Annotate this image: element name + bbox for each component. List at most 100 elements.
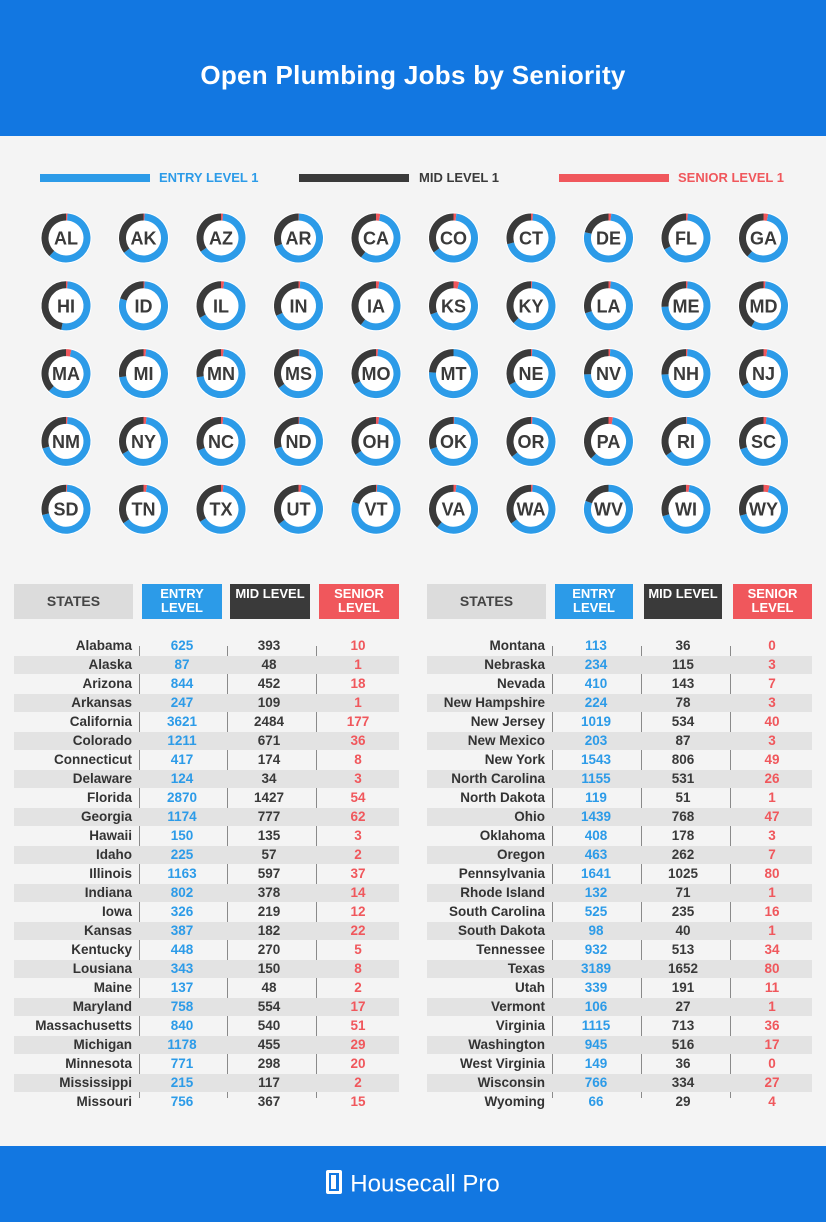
table-cell-senior: 62	[350, 809, 366, 824]
donut-slice-entry-wy	[739, 485, 788, 534]
state-donut-az: AZ	[195, 212, 247, 264]
table-cell-state: Connecticut	[53, 752, 132, 767]
state-donut-ri: RI	[660, 415, 712, 467]
table-cell-senior: 7	[768, 847, 776, 862]
table-cell-entry: 203	[584, 733, 608, 748]
table-cell-mid: 367	[257, 1094, 281, 1109]
donut-label-me: ME	[673, 296, 700, 316]
donut-slice-mid-wv	[585, 484, 609, 504]
table-cell-mid: 27	[675, 999, 691, 1014]
table-row-shade	[427, 846, 812, 864]
table-cell-state: Georgia	[80, 809, 132, 824]
brand-logo: Housecall Pro	[0, 1170, 826, 1199]
table-cell-state: Alabama	[75, 638, 132, 653]
table-cell-state: Hawaii	[89, 828, 132, 843]
table-cell-senior: 3	[768, 695, 776, 710]
table-cell-state: Minnesota	[65, 1056, 132, 1071]
table-row-shade	[427, 884, 812, 902]
table-cell-entry: 525	[584, 904, 608, 919]
donut-slice-mid-me	[661, 281, 687, 307]
table-row-shade	[427, 732, 812, 750]
table-cell-entry: 932	[584, 942, 608, 957]
table-cell-mid: 378	[257, 885, 281, 900]
table-cell-entry: 756	[170, 1094, 194, 1109]
state-donut-or: OR	[505, 415, 557, 467]
table-cell-senior: 3	[768, 828, 776, 843]
table-cell-entry: 326	[170, 904, 194, 919]
table-cell-state: Washington	[468, 1037, 545, 1052]
table-row-shade	[14, 808, 399, 826]
donut-label-sc: SC	[751, 432, 776, 452]
column-divider	[139, 646, 140, 1098]
donut-label-nm: NM	[52, 432, 80, 452]
table-cell-state: Illinois	[89, 866, 132, 881]
table-cell-state: Nevada	[496, 676, 545, 691]
table-cell-mid: 262	[671, 847, 695, 862]
column-divider	[227, 646, 228, 1098]
donut-slice-entry-nj	[742, 349, 788, 399]
table-cell-senior: 47	[764, 809, 780, 824]
table-cell-entry: 1163	[167, 866, 197, 881]
table-cell-senior: 54	[350, 790, 366, 805]
donut-slice-entry-or	[511, 416, 556, 466]
table-cell-entry: 408	[584, 828, 608, 843]
table-cell-senior: 12	[350, 904, 366, 919]
state-donut-ms: MS	[273, 348, 324, 400]
table-cell-state: Iowa	[101, 904, 132, 919]
donut-label-mo: MO	[362, 364, 391, 384]
donut-slice-mid-tn	[119, 484, 144, 524]
column-header-senior: SENIOR LEVEL	[733, 584, 812, 619]
table-cell-state: Oregon	[496, 847, 545, 862]
column-divider	[552, 646, 553, 1098]
table-cell-state: Massachusetts	[35, 1018, 132, 1033]
state-donut-ks: KS	[428, 280, 479, 332]
table-cell-state: Virginia	[495, 1018, 545, 1033]
table-row-shade	[427, 960, 812, 978]
page-title: Open Plumbing Jobs by Seniority	[200, 60, 626, 90]
table-cell-senior: 4	[768, 1094, 776, 1109]
donut-label-ga: GA	[750, 229, 777, 249]
table-cell-senior: 80	[764, 961, 780, 976]
table-row-shade	[427, 1036, 812, 1054]
table-cell-senior: 18	[350, 676, 366, 691]
state-donut-ga: GA	[738, 212, 789, 264]
table-cell-state: Wyoming	[484, 1094, 546, 1109]
donut-label-id: ID	[135, 296, 153, 316]
donut-slice-mid-nd	[274, 416, 299, 449]
donut-slice-mid-ct	[506, 213, 532, 245]
donut-label-ut: UT	[287, 500, 311, 520]
table-cell-mid: 298	[257, 1056, 281, 1071]
donut-slice-entry-ok	[430, 416, 478, 466]
state-donut-il: IL	[195, 280, 247, 332]
table-cell-state: Montana	[489, 638, 546, 653]
state-donut-mt: MT	[428, 348, 479, 400]
donut-slice-senior-wy	[763, 484, 770, 493]
table-cell-senior: 10	[350, 638, 366, 653]
donut-slice-mid-ks	[429, 281, 454, 315]
donut-slice-mid-id	[120, 281, 144, 301]
table-cell-state: Maine	[93, 980, 132, 995]
donut-slice-mid-ri	[661, 416, 687, 456]
donut-slice-entry-la	[585, 281, 633, 331]
state-donut-ct: CT	[505, 212, 557, 264]
table-cell-senior: 11	[764, 980, 780, 995]
table-cell-mid: 452	[257, 676, 281, 691]
table-row-shade	[14, 770, 399, 788]
donut-label-vt: VT	[364, 500, 387, 520]
donut-label-ky: KY	[518, 296, 543, 316]
state-donut-id: ID	[118, 280, 169, 332]
table-cell-senior: 7	[768, 676, 776, 691]
state-donut-nm: NM	[40, 415, 92, 467]
table-cell-state: Tennessee	[476, 942, 545, 957]
donut-slice-mid-mo	[351, 349, 377, 385]
state-donut-mi: MI	[118, 348, 169, 400]
table-cell-senior: 51	[350, 1018, 366, 1033]
table-cell-mid: 713	[671, 1018, 695, 1033]
table-cell-senior: 1	[768, 885, 776, 900]
table-cell-mid: 182	[257, 923, 281, 938]
donut-slice-mid-la	[584, 281, 609, 314]
donut-slice-entry-me	[661, 281, 711, 331]
table-cell-senior: 8	[354, 752, 362, 767]
table-cell-senior: 36	[350, 733, 366, 748]
table-cell-entry: 224	[584, 695, 608, 710]
